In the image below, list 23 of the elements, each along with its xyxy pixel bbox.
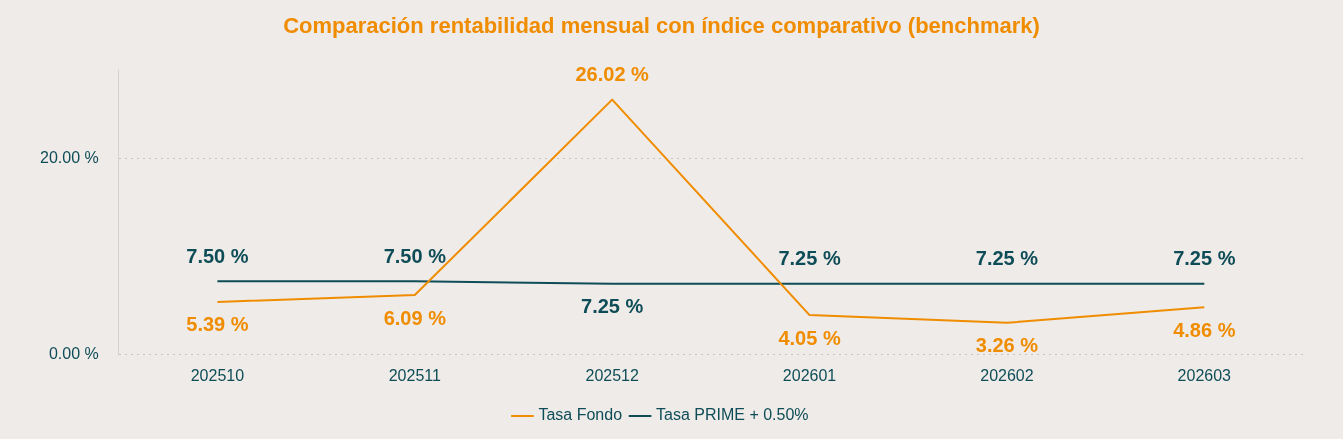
data-label: 3.26 % [975,334,1039,357]
data-label: 7.50 % [383,244,447,267]
x-tick-label: 202603 [1177,366,1232,384]
data-label: 4.86 % [1173,318,1236,341]
legend-label: Tasa PRIME + 0.50% [656,406,809,424]
y-tick-label: 0.00 % [48,345,99,363]
x-tick-label: 202601 [782,366,837,384]
y-tick-label: 20.00 % [39,149,99,167]
data-label: 6.09 % [383,306,447,329]
data-label: 26.02 % [575,63,650,86]
legend-label: Tasa Fondo [538,406,623,424]
data-label: 7.25 % [581,295,644,318]
data-label: 7.25 % [1173,247,1236,270]
x-tick-label: 202510 [190,366,245,384]
chart-title: Comparación rentabilidad mensual con índice comparativo (benchmark) [283,13,1040,39]
data-label: 7.25 % [975,247,1039,270]
data-label: 7.50 % [186,244,249,267]
data-label: 7.25 % [778,247,841,270]
x-tick-label: 202511 [388,366,441,384]
data-label: 5.39 % [186,313,249,336]
x-tick-label: 202602 [980,366,1034,384]
x-tick-label: 202512 [585,366,639,384]
data-label: 4.05 % [778,326,841,349]
